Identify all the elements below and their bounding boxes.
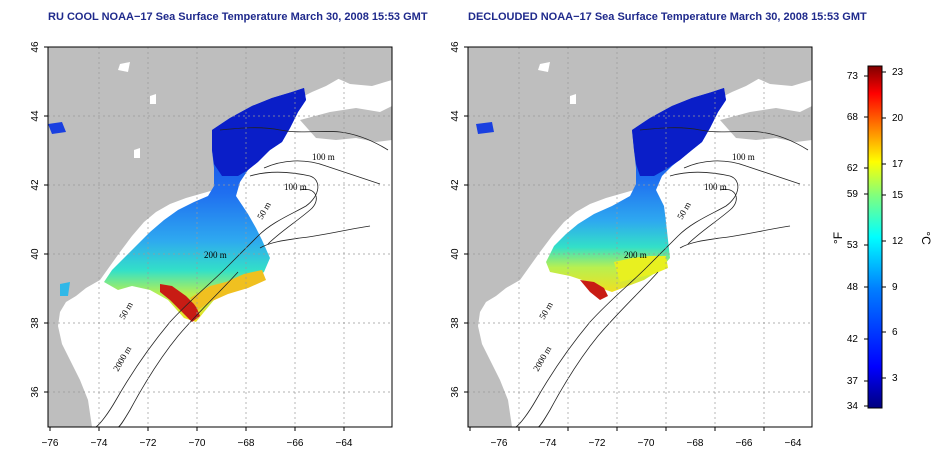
celsius-tick-label: 12 <box>892 236 904 247</box>
x-tick-label: −64 <box>785 438 802 449</box>
left-map-panel: 100 m 100 m 50 m 200 m 50 m 2000 m −76 −… <box>30 41 393 449</box>
right-map-frame <box>467 46 813 428</box>
x-tick-label: −74 <box>540 438 557 449</box>
left-map-frame <box>47 46 393 428</box>
right-sst-fragment <box>476 122 494 134</box>
y-tick-label: 44 <box>450 110 461 122</box>
right-x-axis-labels: −76 −74 −72 −70 −68 −66 −64 <box>491 438 802 449</box>
x-tick-label: −66 <box>287 438 304 449</box>
left-cold-water <box>212 88 306 176</box>
left-bathymetry-contours <box>95 127 389 427</box>
x-tick-label: −74 <box>91 438 108 449</box>
fahrenheit-tick-label: 73 <box>847 71 859 82</box>
celsius-tick-label: 17 <box>892 159 904 170</box>
y-tick-label: 38 <box>30 317 41 329</box>
left-contour-label: 100 m <box>284 182 307 192</box>
right-cold-water <box>632 88 726 176</box>
colorbar-celsius-labels: 23 20 17 15 12 9 6 3 <box>892 67 904 384</box>
left-sst-fragment <box>60 282 70 296</box>
x-tick-label: −68 <box>687 438 704 449</box>
y-tick-label: 40 <box>450 248 461 260</box>
fahrenheit-tick-label: 34 <box>847 401 859 412</box>
right-warm-band <box>614 256 668 282</box>
celsius-unit-label: °C <box>919 231 933 245</box>
fahrenheit-tick-label: 68 <box>847 112 859 123</box>
left-contour-label: 100 m <box>312 152 335 162</box>
left-lake <box>134 148 140 158</box>
fahrenheit-tick-label: 48 <box>847 282 859 293</box>
y-tick-label: 46 <box>450 41 461 53</box>
right-maritimes <box>740 52 812 86</box>
left-grid <box>48 47 392 427</box>
x-tick-label: −72 <box>140 438 157 449</box>
right-contour-label: 100 m <box>704 182 727 192</box>
x-tick-label: −64 <box>336 438 353 449</box>
right-bathymetry-contours <box>515 127 809 427</box>
y-tick-label: 42 <box>450 179 461 191</box>
y-tick-label: 38 <box>450 317 461 329</box>
y-tick-label: 40 <box>30 248 41 260</box>
x-tick-label: −72 <box>589 438 606 449</box>
left-panel-title: RU COOL NOAA−17 Sea Surface Temperature … <box>48 11 428 23</box>
celsius-tick-label: 15 <box>892 190 904 201</box>
right-panel-title: DECLOUDED NOAA−17 Sea Surface Temperatur… <box>468 11 867 23</box>
colorbar-gradient <box>867 65 883 409</box>
fahrenheit-tick-label: 42 <box>847 334 859 345</box>
right-nova-scotia <box>720 106 812 142</box>
celsius-tick-label: 9 <box>892 282 898 293</box>
right-axis-ticks <box>464 46 765 431</box>
y-tick-label: 46 <box>30 41 41 53</box>
left-x-axis-labels: −76 −74 −72 −70 −68 −66 −64 <box>42 438 353 449</box>
left-lake <box>150 94 156 104</box>
right-lake <box>570 94 576 104</box>
x-tick-label: −76 <box>42 438 59 449</box>
left-contour-label: 200 m <box>204 250 227 260</box>
y-tick-label: 42 <box>30 179 41 191</box>
y-tick-label: 36 <box>450 386 461 398</box>
right-grid <box>468 47 812 427</box>
left-maritimes <box>320 52 392 86</box>
left-nova-scotia <box>300 106 392 142</box>
colorbar-fahrenheit-labels: 73 68 62 59 53 48 42 37 34 <box>847 71 859 412</box>
x-tick-label: −70 <box>638 438 655 449</box>
right-y-axis-labels: 46 44 42 40 38 36 <box>450 41 461 398</box>
colorbar-ticks <box>864 71 886 407</box>
right-map-panel: 100 m 100 m 50 m 200 m 50 m 2000 m −76 −… <box>450 41 813 449</box>
x-tick-label: −70 <box>189 438 206 449</box>
right-lake <box>538 62 550 72</box>
y-tick-label: 44 <box>30 110 41 122</box>
left-sst-fragment <box>48 122 66 134</box>
left-lake <box>118 62 130 72</box>
fahrenheit-unit-label: °F <box>831 232 845 244</box>
left-warm-band <box>190 270 266 310</box>
left-axis-ticks <box>44 46 345 431</box>
right-gulf-stream <box>580 280 608 300</box>
right-land-mass <box>468 47 812 427</box>
y-tick-label: 36 <box>30 386 41 398</box>
colorbar: 73 68 62 59 53 48 42 37 34 23 20 17 15 1… <box>831 65 933 412</box>
celsius-tick-label: 20 <box>892 113 904 124</box>
fahrenheit-tick-label: 53 <box>847 240 859 251</box>
left-y-axis-labels: 46 44 42 40 38 36 <box>30 41 41 398</box>
x-tick-label: −66 <box>736 438 753 449</box>
x-tick-label: −76 <box>491 438 508 449</box>
celsius-tick-label: 3 <box>892 373 898 384</box>
left-land-mass <box>48 47 392 427</box>
celsius-tick-label: 23 <box>892 67 904 78</box>
left-gulf-stream <box>160 284 200 322</box>
right-contour-label: 200 m <box>624 250 647 260</box>
x-tick-label: −68 <box>238 438 255 449</box>
celsius-tick-label: 6 <box>892 327 898 338</box>
right-contour-label: 100 m <box>732 152 755 162</box>
fahrenheit-tick-label: 59 <box>847 189 859 200</box>
fahrenheit-tick-label: 37 <box>847 376 859 387</box>
fahrenheit-tick-label: 62 <box>847 163 859 174</box>
